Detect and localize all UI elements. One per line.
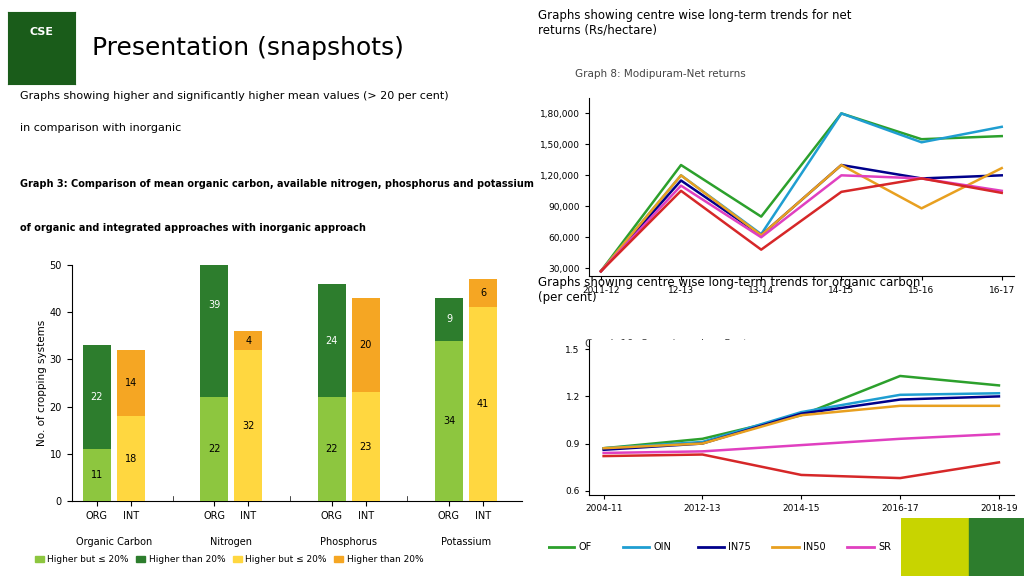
- Bar: [117, 350, 145, 416]
- Bar: [901, 518, 969, 576]
- Bar: [83, 345, 111, 449]
- Text: CSE: CSE: [30, 26, 53, 37]
- Text: 11: 11: [91, 470, 102, 480]
- Text: OIN: OIN: [653, 542, 672, 552]
- Text: Nitrogen: Nitrogen: [210, 537, 252, 547]
- Y-axis label: No. of cropping systems: No. of cropping systems: [37, 320, 47, 446]
- Bar: [234, 331, 262, 350]
- Text: Potassium: Potassium: [441, 537, 492, 547]
- Bar: [200, 397, 228, 501]
- Text: 4: 4: [211, 199, 217, 209]
- Text: 4: 4: [245, 336, 251, 346]
- Text: Graphs showing higher and significantly higher mean values (> 20 per cent): Graphs showing higher and significantly …: [20, 91, 450, 101]
- Bar: [83, 449, 111, 501]
- Text: Phosphorus: Phosphorus: [321, 537, 377, 547]
- Text: 23: 23: [359, 442, 372, 452]
- Text: 34: 34: [442, 416, 455, 426]
- Text: Graphs showing centre wise long-term trends for organic carbon
(per cent): Graphs showing centre wise long-term tre…: [538, 276, 920, 305]
- Bar: [435, 298, 463, 340]
- Bar: [317, 284, 346, 397]
- Bar: [435, 340, 463, 501]
- Bar: [317, 397, 346, 501]
- Text: IN75: IN75: [728, 542, 752, 552]
- Text: 24: 24: [326, 336, 338, 346]
- Text: Graph 3: Comparison of mean organic carbon, available nitrogen, phosphorus and p: Graph 3: Comparison of mean organic carb…: [20, 179, 535, 188]
- Text: 22: 22: [326, 444, 338, 454]
- Text: Graphs showing centre wise long-term trends for net
returns (Rs/hectare): Graphs showing centre wise long-term tre…: [538, 9, 851, 37]
- Text: OF: OF: [579, 542, 592, 552]
- Bar: [469, 308, 498, 501]
- Text: of organic and integrated approaches with inorganic approach: of organic and integrated approaches wit…: [20, 223, 367, 233]
- Text: 14: 14: [125, 378, 137, 388]
- Text: SR: SR: [879, 542, 891, 552]
- Text: 6: 6: [480, 289, 486, 298]
- Bar: [351, 298, 380, 392]
- Text: IOF: IOF: [953, 542, 969, 552]
- Text: Organic Carbon: Organic Carbon: [76, 537, 152, 547]
- Text: 18: 18: [125, 454, 137, 464]
- Text: 32: 32: [242, 420, 255, 430]
- Bar: [969, 518, 1024, 576]
- Text: Graph 8: Modipuram-Net returns: Graph 8: Modipuram-Net returns: [575, 69, 746, 79]
- Bar: [200, 213, 228, 397]
- Text: 39: 39: [208, 300, 220, 310]
- Legend: Higher but ≤ 20%, Higher than 20%, Higher but ≤ 20%, Higher than 20%: Higher but ≤ 20%, Higher than 20%, Highe…: [31, 551, 427, 567]
- Text: 41: 41: [477, 399, 489, 410]
- Text: Presentation (snapshots): Presentation (snapshots): [92, 36, 404, 59]
- Bar: [469, 279, 498, 308]
- Text: 22: 22: [90, 392, 103, 402]
- Text: 9: 9: [445, 314, 452, 324]
- Text: 22: 22: [208, 444, 220, 454]
- Text: in comparison with inorganic: in comparison with inorganic: [20, 123, 181, 133]
- Bar: [351, 392, 380, 501]
- Bar: [200, 194, 228, 213]
- Bar: [117, 416, 145, 501]
- Text: Graph 10: Organic carbon-Pantnagar: Graph 10: Organic carbon-Pantnagar: [585, 339, 777, 348]
- Text: IN50: IN50: [803, 542, 825, 552]
- Bar: [234, 350, 262, 501]
- Text: 20: 20: [359, 340, 372, 350]
